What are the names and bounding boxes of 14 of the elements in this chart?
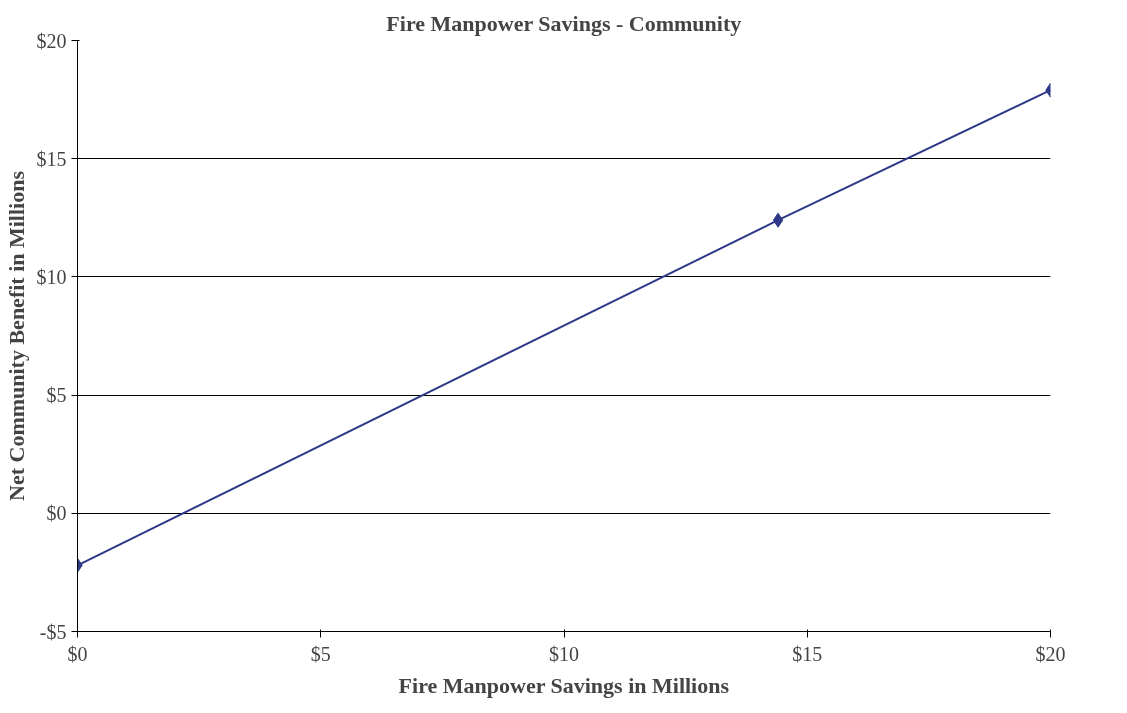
x-tick-label: $20 [1035,642,1066,665]
y-axis-title: Net Community Benefit in Millions [3,170,29,501]
x-tick-label: $15 [792,642,823,665]
y-tick-label: $20 [36,29,67,52]
y-tick-label: $0 [46,502,67,525]
x-tick-label: $10 [549,642,579,665]
y-tick-label: $5 [46,384,67,407]
y-tick-label: $15 [36,147,67,170]
chart-title: Fire Manpower Savings - Community [386,10,742,36]
x-tick-label: $5 [310,642,331,665]
x-tick-label: $0 [67,642,88,665]
y-tick-label: -$5 [39,620,67,643]
x-axis-title: Fire Manpower Savings in Millions [398,672,730,698]
y-tick-label: $10 [36,265,67,288]
